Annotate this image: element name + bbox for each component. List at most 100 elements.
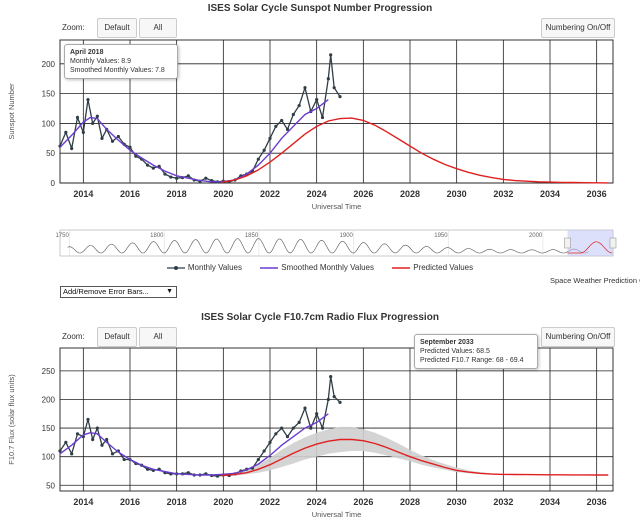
monthly-value-point (297, 103, 301, 108)
monthly-value-point (145, 163, 150, 167)
plot-area (59, 347, 614, 492)
y-tick-label: 50 (46, 481, 55, 490)
y-tick-label: 150 (42, 90, 56, 99)
y-axis-label: F10.7 Flux (solar flux units) (7, 374, 16, 465)
x-tick-label: 2020 (213, 189, 233, 199)
x-tick-label: 2028 (400, 497, 420, 507)
predicted-values-line (220, 438, 609, 477)
smoothed-monthly-values-line (59, 99, 329, 183)
monthly-value-point (122, 457, 126, 462)
monthly-value-point (315, 97, 319, 102)
legend-item-monthly[interactable]: Monthly Values (166, 263, 242, 272)
monthly-value-point (291, 112, 295, 117)
monthly-value-point (326, 77, 330, 81)
x-tick-label: 2020 (213, 497, 233, 507)
x-tick-label: 2022 (260, 497, 280, 507)
x-tick-label: 2016 (120, 497, 140, 507)
monthly-value-point (262, 449, 266, 453)
navigator-tick-label: 1750 (55, 233, 69, 239)
legend-item-predicted[interactable]: Predicted Values (392, 263, 473, 272)
monthly-value-point (128, 145, 132, 149)
x-tick-label: 2026 (353, 497, 373, 507)
monthly-value-point (291, 426, 295, 430)
sunspot-chart-title: ISES Solar Cycle Sunspot Number Progress… (207, 3, 433, 14)
monthly-value-point (332, 395, 336, 399)
x-tick-label: 2034 (540, 189, 560, 199)
navigator-tick-label: 1800 (150, 233, 164, 239)
monthly-value-point (280, 426, 284, 430)
radio-flux-chart-title: ISES Solar Cycle F10.7cm Radio Flux Prog… (201, 312, 439, 323)
tooltip-title: September 2033 (420, 339, 474, 346)
navigator-handle-right (609, 237, 617, 249)
radio-flux-chart[interactable]: 2014 2016 2018 2020 2022 2024 2026 2028 2030 2032… (0, 308, 640, 530)
x-tick-label: 2016 (120, 189, 140, 199)
x-axis-label: Universal Time (312, 202, 362, 211)
x-tick-label: 2024 (307, 189, 327, 199)
monthly-value-point (169, 175, 173, 179)
y-tick-label: 150 (42, 424, 56, 433)
monthly-value-point (91, 437, 95, 442)
y-tick-label: 100 (42, 119, 56, 128)
zoom-default-button[interactable]: Default (97, 327, 137, 347)
navigator-frame (59, 229, 614, 257)
x-tick-label: 2014 (73, 497, 93, 507)
legend: Monthly Values Smoothed Monthly Values P… (0, 263, 640, 274)
monthly-value-point (100, 443, 104, 447)
x-tick-label: 2032 (493, 497, 513, 507)
dropdown-label: Add/Remove Error Bars... (63, 287, 149, 296)
zoom-all-button[interactable]: All (139, 18, 177, 38)
monthly-value-point (280, 118, 284, 123)
navigator-tick-label: 2000 (529, 233, 543, 239)
monthly-value-point (151, 166, 155, 170)
zoom-default-button[interactable]: Default (97, 18, 137, 38)
x-tick-label: 2028 (400, 189, 420, 199)
monthly-value-point (309, 426, 313, 430)
monthly-value-point (326, 397, 330, 402)
monthly-value-point (64, 440, 68, 444)
monthly-value-point (95, 114, 99, 118)
x-axis-label: Universal Time (312, 510, 362, 519)
monthly-value-point (262, 148, 266, 152)
monthly-value-point (315, 412, 319, 416)
monthly-value-point (303, 86, 307, 90)
zoom-all-button[interactable]: All (139, 327, 177, 347)
tooltip-title: April 2018 (70, 49, 104, 56)
legend-item-smoothed[interactable]: Smoothed Monthly Values (260, 263, 374, 272)
legend-label-monthly: Monthly Values (187, 263, 242, 272)
monthly-value-point (338, 400, 342, 404)
monthly-value-point (110, 452, 115, 456)
x-tick-label: 2018 (167, 189, 187, 199)
monthly-value-point (268, 440, 272, 444)
numbering-toggle-button[interactable]: Numbering On/Off (541, 327, 615, 347)
monthly-value-point (320, 426, 325, 430)
radio-flux-tooltip: September 2033 Predicted Values: 68.5 Pr… (414, 334, 538, 369)
monthly-value-point (95, 426, 99, 430)
monthly-value-point (320, 115, 325, 120)
predicted-range-band (221, 426, 609, 477)
tooltip-line: Smoothed Monthly Values: 7.8 (70, 67, 165, 74)
monthly-value-point (110, 139, 115, 143)
y-axis-label: Sunspot Number (7, 83, 16, 140)
y-tick-label: 0 (51, 179, 56, 188)
monthly-value-point (303, 406, 307, 410)
monthly-value-point (100, 136, 104, 140)
navigator-handle-left (564, 237, 571, 249)
numbering-toggle-button[interactable]: Numbering On/Off (541, 18, 615, 38)
x-tick-label: 2032 (493, 189, 513, 199)
sunspot-chart[interactable]: 2014 2016 2018 2020 2022 2024 2026 2028 2030 2032… (0, 0, 640, 225)
monthly-value-point (297, 420, 301, 424)
error-bars-dropdown[interactable]: Add/Remove Error Bars... ▼ (60, 286, 177, 298)
monthly-value-point (285, 435, 290, 439)
legend-label-smoothed: Smoothed Monthly Values (281, 263, 374, 272)
y-tick-label: 100 (42, 453, 56, 462)
monthly-value-point (163, 172, 167, 176)
navigator-tick-label: 1850 (245, 233, 259, 239)
navigator-predicted (567, 241, 613, 254)
range-navigator[interactable]: 1750 1800 1850 1900 1950 2000 (0, 228, 640, 258)
x-tick-label: 2030 (447, 189, 467, 199)
monthly-value-point (186, 471, 190, 475)
monthly-value-point (256, 157, 260, 161)
credit-text: Space Weather Prediction C (550, 276, 640, 285)
navigator-tick-label: 1900 (340, 233, 354, 239)
x-tick-label: 2024 (307, 497, 327, 507)
